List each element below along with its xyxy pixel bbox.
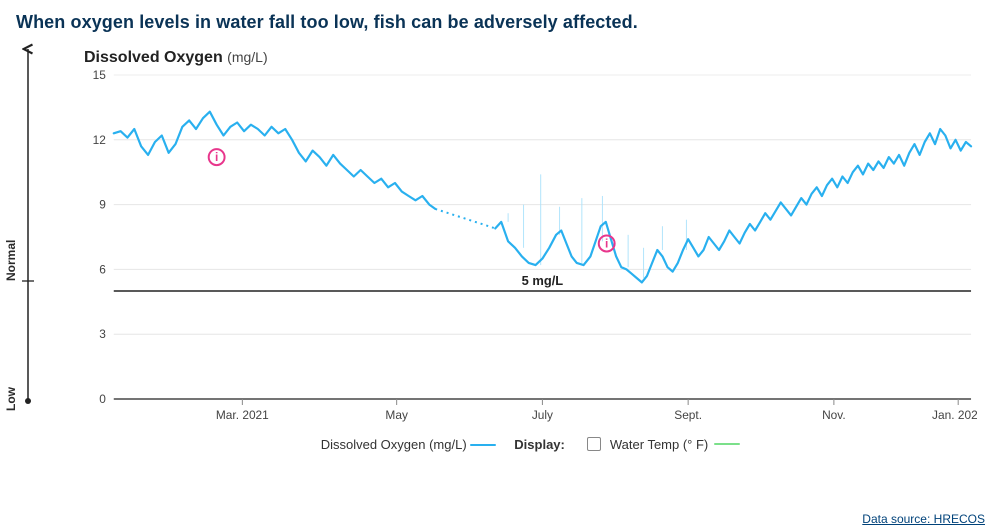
svg-text:Mar. 2021: Mar. 2021 [216,408,269,422]
legend-toggle[interactable]: Water Temp (° F) [583,434,740,454]
svg-text:15: 15 [93,69,107,82]
page-title: When oxygen levels in water fall too low… [16,12,985,33]
legend-series: Dissolved Oxygen (mg/L) [321,437,497,452]
chart-title-unit: (mg/L) [227,49,267,65]
legend-toggle-checkbox[interactable] [587,437,601,451]
y-band-low: Low [4,387,18,411]
svg-text:July: July [532,408,553,422]
legend-series-label: Dissolved Oxygen (mg/L) [321,437,467,452]
svg-text:3: 3 [99,327,106,341]
legend-display-label: Display: [514,437,565,452]
svg-text:12: 12 [93,133,107,147]
plot-svg: 5 mg/L 0 3 6 9 12 15 Mar. 2021 May July Sept. Nov… [84,69,977,429]
footer: Data source: HRECOS [862,512,985,526]
svg-text:Nov.: Nov. [822,408,846,422]
plot-area: 5 mg/L 0 3 6 9 12 15 Mar. 2021 May July Sept. Nov… [84,69,977,429]
svg-text:Sept.: Sept. [674,408,702,422]
svg-text:Jan. 2022: Jan. 2022 [932,408,977,422]
chart-title: Dissolved Oxygen (mg/L) [84,49,268,67]
svg-text:9: 9 [99,198,106,212]
svg-text:5 mg/L: 5 mg/L [522,273,564,288]
svg-text:i: i [215,150,218,164]
legend-toggle-swatch [714,443,740,446]
svg-text:0: 0 [99,392,106,406]
data-source-link[interactable]: Data source: HRECOS [862,512,985,526]
legend: Dissolved Oxygen (mg/L) Display: Water T… [84,433,977,455]
legend-series-swatch [470,444,496,447]
chart-title-main: Dissolved Oxygen [84,49,223,66]
legend-toggle-label: Water Temp (° F) [610,437,708,452]
y-band-normal: Normal [4,240,18,281]
info-icon[interactable]: i [209,149,225,165]
svg-text:i: i [605,236,608,250]
svg-text:May: May [385,408,407,422]
chart-wrap: Dissolved Oxygen (mg/L) Normal Low [14,41,985,481]
svg-text:6: 6 [99,262,106,276]
